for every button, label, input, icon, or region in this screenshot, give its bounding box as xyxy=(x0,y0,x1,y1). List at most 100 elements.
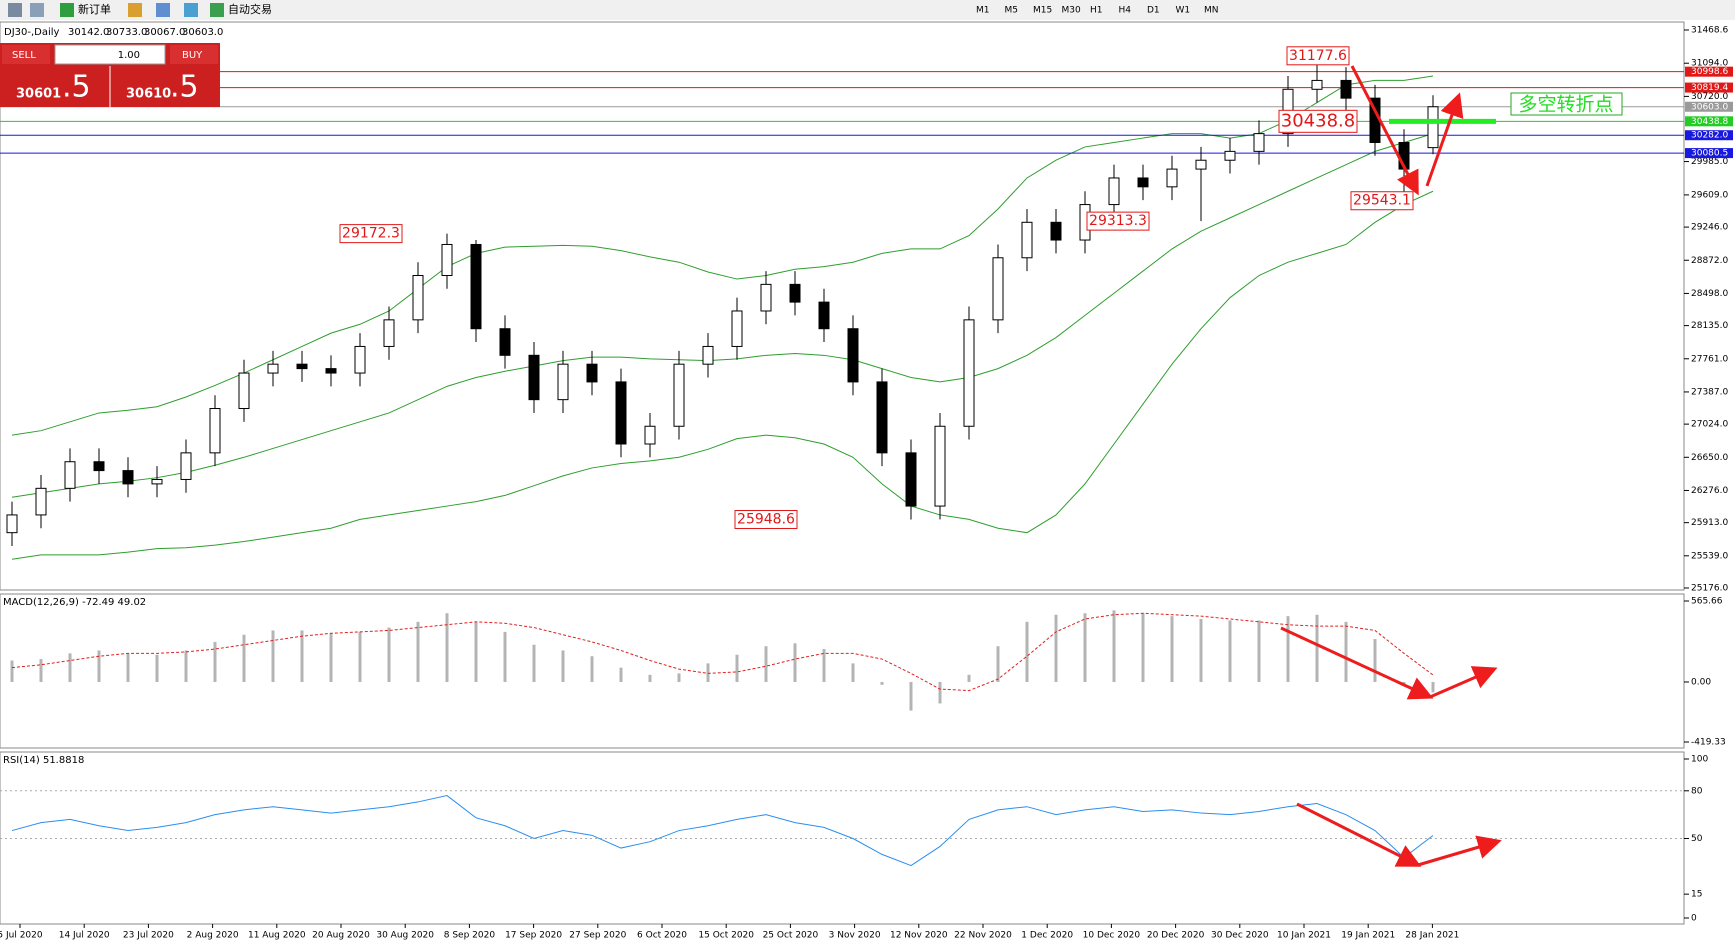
x-tick-label: 1 Dec 2020 xyxy=(1021,931,1073,941)
x-tick-label: 23 Jul 2020 xyxy=(123,931,174,941)
ask-main[interactable]: 30610 xyxy=(126,87,171,102)
timeframes: M1 M5 M15 M30 H1 H4 D1 W1 MN xyxy=(976,6,1219,16)
candle-body xyxy=(238,372,250,410)
arrows xyxy=(1280,65,1502,867)
x-tick-label: 10 Jan 2021 xyxy=(1277,931,1331,941)
new-order[interactable]: 新订单 xyxy=(78,2,111,16)
toolbar-bg xyxy=(0,0,1735,20)
icon[interactable] xyxy=(128,3,142,17)
sell-button[interactable] xyxy=(2,45,50,64)
timeframe[interactable]: H4 xyxy=(1119,6,1132,16)
x-tick-label: 2 Aug 2020 xyxy=(187,931,239,941)
candle-body xyxy=(354,345,366,374)
x-tick-label: 20 Aug 2020 xyxy=(312,931,370,941)
icon[interactable] xyxy=(60,3,74,17)
timeframe[interactable]: W1 xyxy=(1176,6,1191,16)
candle-body xyxy=(267,363,279,374)
rsi-tick-label: 50 xyxy=(1691,834,1703,844)
candle-body xyxy=(325,368,337,374)
ohlc-open: 30142.0 xyxy=(68,27,109,38)
bid-frac[interactable]: .5 xyxy=(62,70,91,105)
arrow xyxy=(1280,626,1434,700)
icon[interactable] xyxy=(184,3,198,17)
candle-body xyxy=(1108,177,1120,206)
y-tick-label: 29246.0 xyxy=(1691,223,1728,233)
timeframe[interactable]: M5 xyxy=(1005,6,1019,16)
candle-body xyxy=(122,470,134,485)
candle-body xyxy=(876,381,888,454)
main-frame xyxy=(0,21,1685,591)
icon[interactable] xyxy=(30,3,44,17)
timeframe[interactable]: D1 xyxy=(1147,6,1160,16)
rsi-tick-label: 0 xyxy=(1691,914,1697,924)
y-tick-label: 27387.0 xyxy=(1691,387,1728,397)
level-tag xyxy=(1685,116,1733,127)
timeframe[interactable]: H1 xyxy=(1090,6,1103,16)
annotation: 29543.1 xyxy=(1353,193,1411,209)
arrow xyxy=(1425,92,1464,187)
x-tick-label: 27 Sep 2020 xyxy=(569,931,626,941)
timeframe[interactable]: M30 xyxy=(1062,6,1081,16)
candle-body xyxy=(528,354,540,401)
bollinger-band xyxy=(11,190,1434,560)
sell-label[interactable]: SELL xyxy=(12,50,36,61)
icon[interactable] xyxy=(156,3,170,17)
y-tick-label: 27024.0 xyxy=(1691,420,1728,430)
arrow xyxy=(1417,835,1502,867)
x-tick-label: 17 Sep 2020 xyxy=(505,931,562,941)
candle-body xyxy=(412,275,424,321)
candle-body xyxy=(383,319,395,347)
candle-body xyxy=(499,328,511,356)
buy-button[interactable] xyxy=(170,45,218,64)
candle-body xyxy=(1195,159,1207,170)
candle-body xyxy=(1340,79,1352,99)
macd-frame xyxy=(0,593,1685,749)
macd-tick-label: -419.33 xyxy=(1691,738,1726,748)
timeframe[interactable]: M1 xyxy=(976,6,990,16)
candle-body xyxy=(6,514,18,534)
x-tick-label: 30 Aug 2020 xyxy=(376,931,434,941)
x-tick-label: 20 Dec 2020 xyxy=(1147,931,1205,941)
timeframe[interactable]: M15 xyxy=(1033,6,1052,16)
annotation-box xyxy=(1086,211,1150,231)
y-tick-label: 25539.0 xyxy=(1691,551,1728,561)
annotation-box xyxy=(734,509,798,529)
candle-body xyxy=(992,257,1004,321)
y-tick-label: 30720.0 xyxy=(1691,92,1728,102)
level-label: 30603.0 xyxy=(1691,102,1728,112)
candle-body xyxy=(209,408,221,454)
x-tick-label: 22 Nov 2020 xyxy=(954,931,1012,941)
candle-body xyxy=(789,283,801,303)
icon[interactable] xyxy=(210,3,224,17)
candle-body xyxy=(470,243,482,330)
auto-trade[interactable]: 自动交易 xyxy=(228,2,272,16)
x-tick-label: 28 Jan 2021 xyxy=(1405,931,1459,941)
candle-body xyxy=(731,310,743,347)
macd-tick-label: 0.00 xyxy=(1691,677,1711,687)
x-tick-label: 10 Dec 2020 xyxy=(1083,931,1141,941)
level-tag xyxy=(1685,82,1733,93)
macd-signal xyxy=(11,612,1434,692)
rsi-tick-label: 100 xyxy=(1691,755,1708,765)
annotation-box xyxy=(1278,109,1358,133)
timeframe[interactable]: MN xyxy=(1204,6,1219,16)
buy-label[interactable]: BUY xyxy=(182,50,203,61)
candle-body xyxy=(615,381,627,445)
candle-body xyxy=(644,425,656,445)
rsi-tick-label: 15 xyxy=(1691,890,1702,900)
level-tag xyxy=(1685,101,1733,112)
candle-body xyxy=(35,487,47,516)
bollinger-band xyxy=(11,75,1434,436)
x-tick-label: 11 Aug 2020 xyxy=(248,931,306,941)
ohlc-low: 30067.0 xyxy=(144,27,185,38)
icon[interactable] xyxy=(8,3,22,17)
ask-frac[interactable]: .5 xyxy=(170,70,199,105)
bid-main[interactable]: 30601 xyxy=(16,87,61,102)
annotation-box xyxy=(1350,191,1414,211)
rsi-title: RSI(14) 51.8818 xyxy=(3,755,84,766)
lots[interactable]: 1.00 xyxy=(118,50,140,61)
candle-body xyxy=(586,363,598,383)
lots-input[interactable] xyxy=(54,44,166,65)
